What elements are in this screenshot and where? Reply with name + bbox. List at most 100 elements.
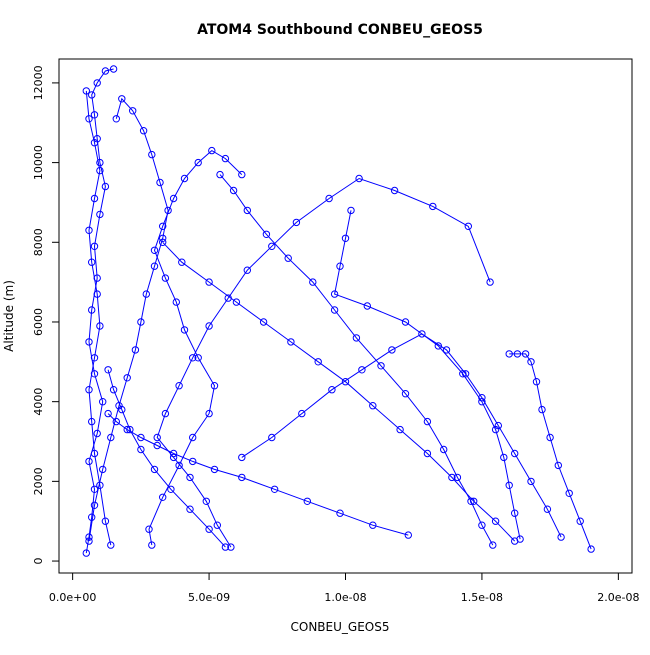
data-point — [205, 525, 213, 533]
y-tick-label: 4000 — [32, 388, 45, 416]
data-point — [453, 473, 462, 482]
data-point — [513, 350, 522, 358]
data-point — [521, 350, 530, 358]
data-point — [172, 298, 181, 306]
data-point — [221, 543, 230, 551]
data-point — [268, 242, 276, 251]
data-point — [101, 67, 110, 75]
data-point — [238, 453, 246, 462]
data-point — [543, 505, 552, 513]
y-axis-label: Altitude (m) — [2, 280, 16, 352]
data-point — [538, 405, 546, 414]
data-point — [287, 338, 295, 346]
series-line — [107, 413, 409, 536]
data-point — [369, 402, 377, 410]
data-point — [99, 398, 107, 406]
data-point — [221, 154, 230, 163]
data-point — [148, 150, 156, 159]
data-point — [85, 226, 93, 235]
data-point — [131, 346, 140, 354]
data-point — [137, 445, 145, 454]
data-point — [448, 473, 456, 482]
data-point — [232, 298, 241, 306]
data-point — [478, 394, 486, 402]
data-point — [156, 178, 164, 187]
data-point — [505, 481, 513, 489]
data-point — [85, 457, 93, 466]
data-point — [129, 107, 137, 115]
data-point — [325, 194, 333, 203]
data-point — [150, 465, 159, 474]
x-tick-label: 5.0e-09 — [188, 591, 230, 604]
x-tick-label: 2.0e-08 — [597, 591, 639, 604]
data-point — [292, 218, 301, 227]
data-point — [216, 170, 224, 179]
x-tick-label: 1.5e-08 — [461, 591, 503, 604]
series-line — [509, 353, 592, 550]
data-point — [85, 115, 93, 123]
data-point — [104, 366, 112, 374]
x-axis: 0.0e+00 5.0e-09 1.0e-08 1.5e-08 2.0e-08 — [49, 572, 639, 604]
data-point — [505, 350, 513, 358]
data-point — [96, 166, 104, 175]
data-point — [494, 421, 502, 430]
y-tick-label: 2000 — [32, 467, 45, 495]
series-line — [85, 90, 112, 546]
data-point — [390, 186, 399, 195]
data-point — [90, 111, 99, 119]
chart-title: ATOM4 Southbound CONBEU_GEOS5 — [197, 22, 483, 38]
data-point — [145, 525, 153, 533]
data-point — [93, 290, 101, 298]
data-point — [180, 174, 189, 183]
data-point — [82, 549, 91, 557]
data-point — [565, 489, 573, 497]
data-point — [96, 210, 104, 219]
data-point — [243, 206, 252, 215]
data-point — [205, 322, 213, 330]
data-point — [238, 170, 246, 179]
data-point — [88, 417, 96, 426]
data-point — [464, 222, 472, 231]
data-point — [587, 545, 595, 553]
data-point — [178, 258, 186, 266]
data-point — [123, 374, 131, 382]
data-point — [109, 386, 118, 394]
data-point — [262, 230, 271, 239]
data-point — [167, 485, 175, 493]
data-point — [159, 493, 167, 501]
data-point — [153, 433, 161, 442]
data-point — [205, 409, 213, 418]
data-point — [309, 278, 317, 286]
data-point — [527, 477, 535, 486]
series-line — [334, 210, 521, 540]
data-point — [142, 290, 151, 298]
data-point — [270, 485, 279, 493]
y-tick-label: 6000 — [32, 308, 45, 336]
data-point — [118, 405, 126, 414]
data-point — [202, 497, 211, 505]
data-point — [93, 429, 101, 438]
data-point — [161, 409, 170, 418]
data-point — [107, 541, 115, 549]
data-point — [341, 378, 350, 386]
data-point — [229, 186, 238, 195]
data-point — [194, 158, 202, 167]
data-point — [500, 453, 508, 462]
data-point — [243, 266, 252, 274]
data-point — [153, 441, 161, 450]
data-point — [169, 453, 178, 462]
data-point — [99, 465, 107, 474]
data-point — [461, 370, 470, 378]
data-point — [82, 87, 91, 95]
data-point — [161, 274, 170, 282]
data-point — [401, 390, 410, 398]
y-tick-label: 12000 — [32, 65, 45, 100]
data-point — [347, 206, 355, 215]
data-point — [96, 158, 104, 167]
data-point — [268, 433, 276, 442]
data-point — [150, 246, 159, 255]
data-point — [189, 354, 197, 362]
data-point — [148, 541, 156, 549]
data-point — [401, 318, 410, 326]
